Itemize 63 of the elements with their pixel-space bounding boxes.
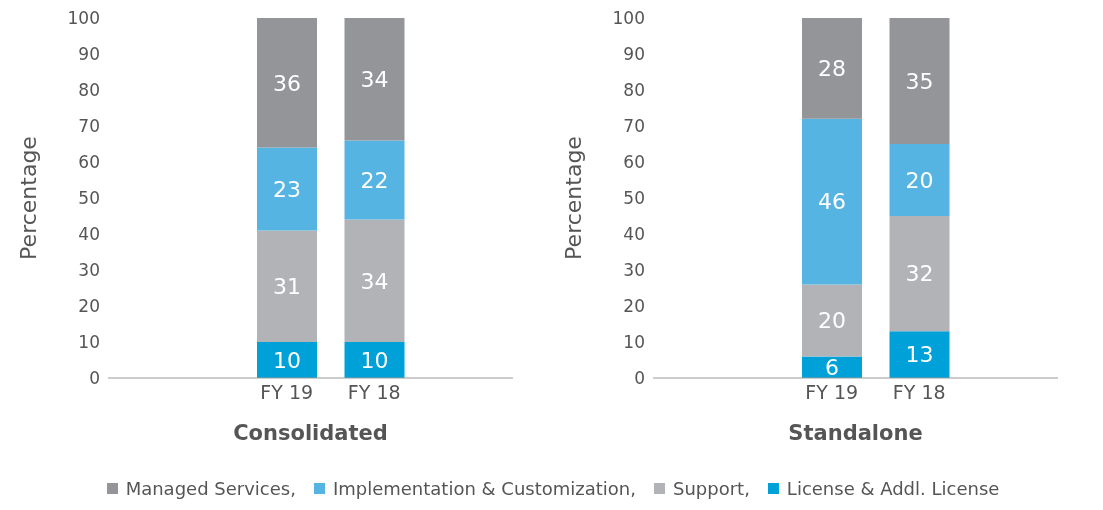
y-tick-label: 100 xyxy=(612,8,645,29)
bar xyxy=(344,18,405,141)
data-label: 46 xyxy=(818,189,846,215)
bar xyxy=(344,219,405,342)
y-tick-label: 0 xyxy=(634,368,645,389)
data-label: 36 xyxy=(273,70,301,96)
x-tick-label: FY 19 xyxy=(260,381,314,404)
data-label: 35 xyxy=(905,68,934,94)
y-tick-label: 80 xyxy=(623,80,645,101)
y-tick-label: 0 xyxy=(89,368,100,389)
x-tick-label: FY 18 xyxy=(892,381,946,404)
legend-label: Managed Services, xyxy=(125,478,296,499)
y-tick-label: 90 xyxy=(623,44,645,65)
y-tick-label: 80 xyxy=(78,80,100,101)
legend-label: Support, xyxy=(672,478,750,499)
y-tick-label: 70 xyxy=(623,116,645,137)
data-label: 20 xyxy=(818,308,846,334)
data-label: 23 xyxy=(273,176,301,202)
data-label: 10 xyxy=(360,347,389,373)
x-axis-title: Standalone xyxy=(788,421,923,445)
y-tick-label: 40 xyxy=(78,224,100,245)
y-tick-label: 30 xyxy=(78,260,100,281)
y-tick-label: 90 xyxy=(78,44,100,65)
data-label: 34 xyxy=(360,268,389,294)
y-tick-label: 10 xyxy=(623,332,645,353)
data-label: 10 xyxy=(273,347,301,373)
bar xyxy=(889,331,950,378)
data-label: 31 xyxy=(273,274,301,300)
data-label: 22 xyxy=(360,167,389,193)
bar xyxy=(802,118,862,285)
x-tick-label: FY 18 xyxy=(347,381,401,404)
bar xyxy=(344,140,405,220)
bar xyxy=(889,144,950,216)
data-label: 28 xyxy=(818,56,846,82)
x-tick-label: FY 19 xyxy=(805,381,859,404)
y-tick-label: 40 xyxy=(623,224,645,245)
data-label: 13 xyxy=(905,342,934,368)
y-tick-label: 10 xyxy=(78,332,100,353)
legend-label: Implementation & Customization, xyxy=(332,478,636,499)
y-axis-title: Percentage xyxy=(560,136,586,260)
bar xyxy=(802,18,862,119)
bar xyxy=(257,230,317,342)
bar xyxy=(802,284,862,357)
data-label: 20 xyxy=(905,167,934,193)
y-tick-label: 50 xyxy=(78,188,100,209)
legend-label: License & Addl. License xyxy=(786,478,1000,499)
data-label: 32 xyxy=(905,261,934,287)
data-label: 6 xyxy=(825,355,839,381)
bar xyxy=(257,147,317,231)
y-tick-label: 50 xyxy=(623,188,645,209)
bar xyxy=(889,18,950,144)
bar xyxy=(257,18,317,148)
y-tick-label: 20 xyxy=(78,296,100,317)
y-tick-label: 30 xyxy=(623,260,645,281)
y-tick-label: 60 xyxy=(623,152,645,173)
y-tick-label: 70 xyxy=(78,116,100,137)
y-axis-title: Percentage xyxy=(15,136,41,260)
x-axis-title: Consolidated xyxy=(233,421,388,445)
bar xyxy=(889,216,950,332)
y-tick-label: 100 xyxy=(67,8,100,29)
y-tick-label: 20 xyxy=(623,296,645,317)
y-tick-label: 60 xyxy=(78,152,100,173)
data-label: 34 xyxy=(360,67,389,93)
